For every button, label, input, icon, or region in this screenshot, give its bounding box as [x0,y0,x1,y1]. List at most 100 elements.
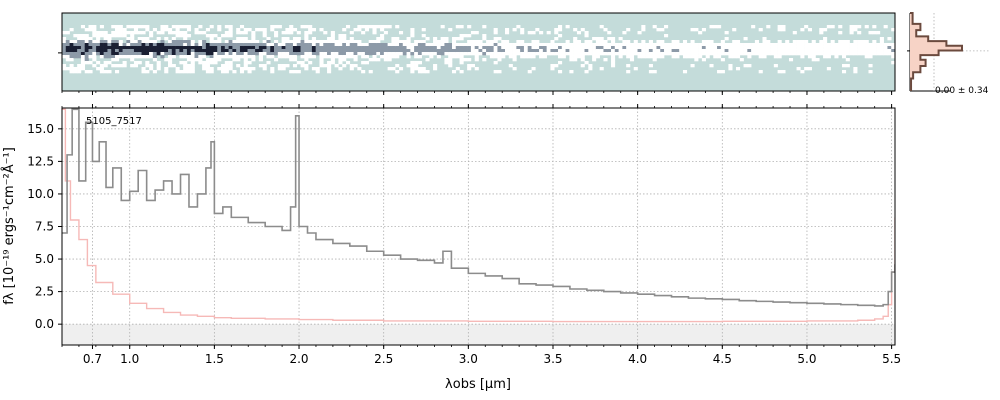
heat-cell [459,58,464,62]
heat-cell [766,43,771,47]
heat-cell [686,46,691,50]
heat-cell [232,52,237,56]
heat-cell [281,40,286,44]
heat-cell [705,40,710,44]
heat-cell [327,70,332,74]
heat-cell [130,25,135,29]
heat-cell [527,43,532,47]
heat-cell [190,46,195,50]
heat-cell [202,52,207,56]
heat-cell [398,43,404,47]
heat-cell [209,43,214,47]
heat-cell [728,46,733,50]
heat-cell [664,34,669,38]
heat-cell [455,25,460,29]
heat-cell [115,25,120,29]
heat-cell [505,46,510,50]
heat-cell [701,46,706,50]
heat-cell [482,46,487,50]
heat-cell [69,58,74,62]
heat-cell [531,46,536,50]
heat-cell [800,43,805,47]
heat-cell [417,52,423,56]
heat-cell [675,46,680,50]
heat-cell [126,37,131,41]
heat-cell [417,49,423,53]
heat-cell [209,70,214,74]
heat-cell [554,43,559,47]
heat-cell [183,67,188,71]
heat-cell [323,43,328,47]
heat-cell [334,40,339,44]
heat-cell [152,70,157,74]
heat-cell [111,58,116,62]
heat-cell [315,52,320,56]
heat-cell [474,67,479,71]
heat-cell [576,31,582,35]
heat-cell [645,43,650,47]
heat-cell [168,55,173,59]
heat-cell [364,52,369,56]
heat-cell [183,40,188,44]
heat-cell [380,49,385,53]
heat-cell [459,34,464,38]
heat-cell [879,46,884,50]
heat-cell [629,55,635,59]
heat-cell [96,46,101,50]
heat-cell [198,43,203,47]
heat-cell [69,28,74,32]
heat-cell [228,67,233,71]
heat-cell [247,67,252,71]
heat-cell [690,40,695,44]
heat-cell [258,28,263,32]
heat-cell [111,25,116,29]
heat-cell [160,40,165,44]
heat-cell [891,46,896,50]
heat-cell [792,52,797,56]
heat-cell [330,37,335,41]
heat-cell [815,52,820,56]
heat-cell [118,52,123,56]
heat-cell [380,28,385,32]
heat-cell [236,46,241,50]
heat-cell [698,43,703,47]
heat-cell [705,46,710,50]
heat-cell [300,52,305,56]
heat-cell [62,37,67,41]
heat-cell [717,70,722,74]
heat-cell [349,52,354,56]
heat-cell [751,46,756,50]
heat-cell [573,46,578,50]
heat-cell [679,52,684,56]
heat-cell [103,40,108,44]
heat-cell [99,49,104,53]
heat-cell [777,49,782,53]
profile-line [910,12,963,91]
heat-cell [694,43,699,47]
heat-cell [258,43,263,47]
heat-cell [569,70,574,74]
heat-cell [463,34,468,38]
heat-cell [103,55,108,59]
heat-cell [626,40,631,44]
heat-cell [728,67,733,71]
heat-cell [115,70,120,74]
heat-cell [198,31,203,35]
heat-cell [96,49,101,53]
heat-cell [62,31,67,35]
heat-cell [126,25,131,29]
heat-cell [387,67,392,71]
heat-cell [807,55,812,59]
heat-cell [130,55,135,59]
heat-cell [88,25,93,29]
heat-cell [421,43,426,47]
heat-cell [175,49,180,53]
heat-cell [629,43,635,47]
heat-cell [770,49,775,53]
heat-cell [160,25,165,29]
heat-cell [868,49,873,53]
heat-cell [800,52,805,56]
heat-cell [807,67,812,71]
heat-cell [198,55,203,59]
heat-cell [300,46,305,50]
